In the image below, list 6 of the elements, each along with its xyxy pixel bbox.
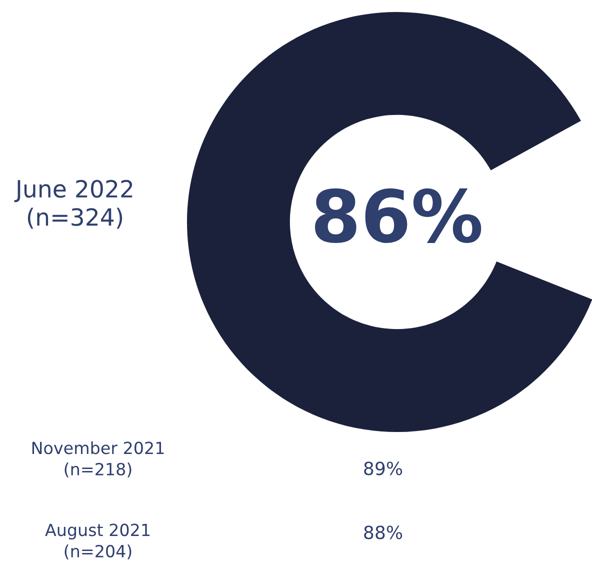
data-label: 86% bbox=[314, 188, 482, 243]
text: 89% bbox=[364, 462, 402, 476]
slice-label: June 2022 (n=324) bbox=[14, 180, 132, 229]
text: 88% bbox=[364, 526, 402, 540]
text: August 2021 (n=204) bbox=[45, 524, 150, 560]
text: November 2021 (n=218) bbox=[32, 441, 164, 478]
